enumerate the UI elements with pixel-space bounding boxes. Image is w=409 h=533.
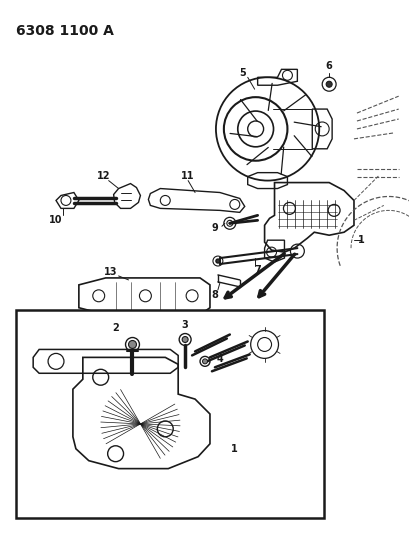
Text: 7: 7 [254,265,261,275]
Circle shape [216,259,219,263]
Text: 2: 2 [112,322,119,333]
Text: 13: 13 [103,267,117,277]
Circle shape [128,341,136,349]
Text: 5: 5 [239,68,245,78]
Circle shape [182,336,188,343]
Text: 8: 8 [211,290,218,300]
Text: 12: 12 [97,171,110,181]
Circle shape [326,81,331,87]
Text: 3: 3 [181,320,188,329]
Text: 4: 4 [216,354,223,365]
Text: 1: 1 [357,235,364,245]
Text: 9: 9 [211,223,218,233]
Text: 6308 1100 A: 6308 1100 A [16,23,114,38]
Text: 1: 1 [231,444,238,454]
Circle shape [202,359,207,364]
Text: 10: 10 [49,215,63,225]
Bar [16,310,324,518]
Text: 11: 11 [181,171,194,181]
Text: 6: 6 [325,61,332,71]
